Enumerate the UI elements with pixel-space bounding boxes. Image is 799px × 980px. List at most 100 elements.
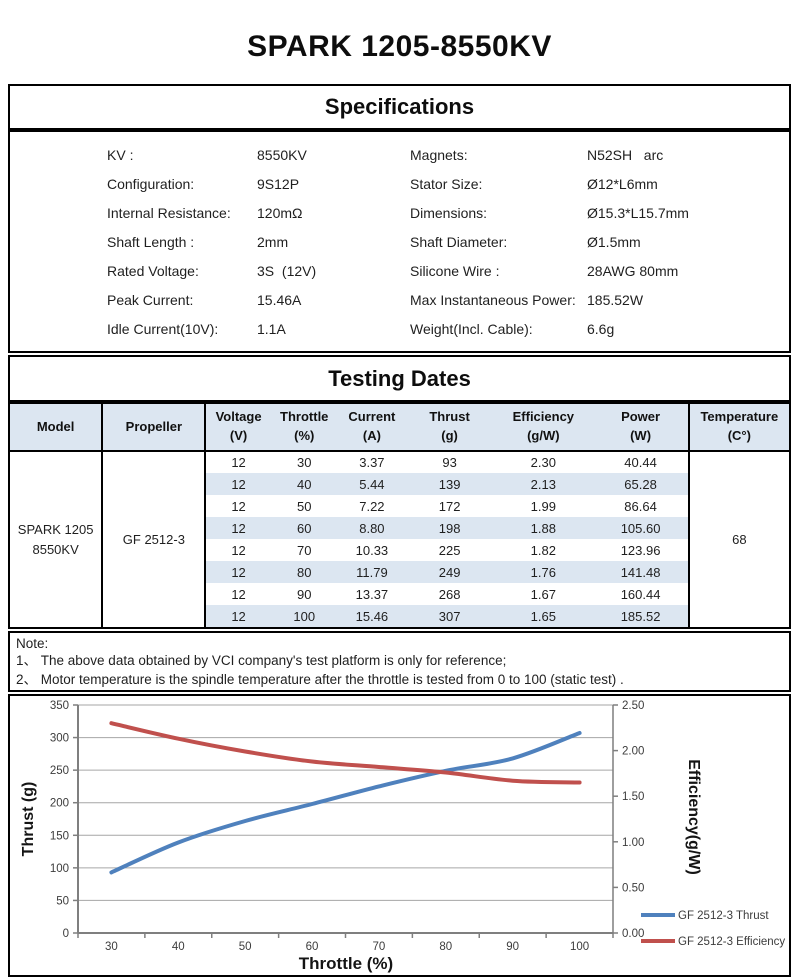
spec-value-left-3: 2mm [257,233,289,250]
left-axis-tick-label: 50 [56,895,69,907]
note-line-2: 2、 Motor temperature is the spindle temp… [16,672,624,688]
testing-title: Testing Dates [328,365,471,391]
testing-section-header: Testing Dates [8,355,791,402]
chart-canvas: 0 50 100 150 200 250 300 350 0.00 0.50 1.00 1.50 2.0… [11,697,788,974]
spec-value-left-6: 1.1A [257,320,286,337]
data-cell: 2.13 [493,473,594,495]
spec-value-right-1: Ø12*L6mm [587,175,658,192]
spec-label-right-2: Dimensions: [410,204,488,221]
data-cell: 12 [231,455,246,470]
right-axis-tick-label: 2.00 [622,746,644,758]
left-axis-tick-label: 200 [50,798,69,810]
data-cell: 12 [205,605,271,627]
specifications-title: Specifications [324,94,475,119]
col-header-voltage: Voltage (V) [205,404,271,452]
spec-label-right-6: Weight(Incl. Cable): [410,320,533,337]
spec-label-left-3: Shaft Length : [107,233,195,250]
data-cell: 86.64 [593,495,690,517]
spec-value-left-2: 120mΩ [257,204,303,221]
x-axis-tick-label: 60 [306,941,319,953]
x-axis-tick-label: 30 [105,941,118,953]
spec-value-right-4: 28AWG 80mm [587,262,679,279]
data-cell: 8.80 [337,517,406,539]
data-cell: 90 [296,586,312,602]
data-cell: 1.76 [493,561,594,583]
specifications-body: KV : 8550KV Magnets: N52SH arc Configuration… [8,130,791,353]
col-header-throttle: Throttle (%) [270,404,338,452]
spec-label-right-3: Shaft Diameter: [410,233,508,250]
x-axis-tick-label: 90 [506,941,519,953]
spec-value-right-3: Ø1.5mm [587,233,641,250]
data-cell: 1.65 [493,605,594,627]
series-line-1 [109,721,582,785]
spec-value-right-2: Ø15.3*L15.7mm [587,204,689,221]
col-header-power: Power (W) [593,404,690,452]
data-cell: 141.48 [593,561,690,583]
spec-label-left-1: Configuration: [107,175,195,192]
data-cell: 13.37 [355,586,389,602]
left-axis-tick-label: 150 [50,830,69,842]
x-axis-tick-label: 40 [172,941,185,953]
right-axis-tick-label: 1.50 [622,791,644,803]
data-cell: 11.79 [337,561,406,583]
col-header-propeller: Propeller [102,404,207,452]
series-line-0 [109,731,582,875]
spec-value-right-0: N52SH arc [587,146,664,163]
left-axis-tick-label: 350 [50,700,69,712]
left-axis-tick-label: 250 [50,765,69,777]
data-cell: 198 [405,517,494,539]
test-table-body: SPARK 1205 8550KV GF 2512-3 12 30 3.37 93 2.30 4… [10,451,789,627]
spec-label-left-0: KV : [107,146,134,163]
right-axis-tick-label: 1.00 [622,837,644,849]
data-cell: 60 [270,517,338,539]
spec-value-right-6: 6.6g [587,320,615,337]
spec-value-left-0: 8550KV [257,146,307,163]
data-cell: 100 [270,605,338,627]
data-cell: 2.30 [530,455,556,470]
spec-grid: KV : 8550KV Magnets: N52SH arc Configuration… [107,140,789,343]
data-cell: 40.44 [593,451,690,473]
thrust-efficiency-chart: 0 50 100 150 200 250 300 350 0.00 0.50 1.00 1.50 2.0… [8,694,791,977]
temperature-cell: 68 [688,451,789,627]
data-cell: 70 [296,542,312,558]
x-axis-title: Throttle (%) [299,954,393,973]
table-row-5: 12 80 11.79 249 1.76 141.48 [10,561,789,583]
data-cell: 15.46 [337,605,406,627]
col-header-temperature: Temperature (C°) [688,404,789,452]
table-row-6: 12 90 13.37 268 1.67 160.44 [10,583,789,605]
spec-label-right-5: Max Instantaneous Power: [410,291,576,308]
data-cell: 105.60 [593,517,690,539]
propeller-cell: GF 2512-3 [102,451,207,627]
data-cell: 30 [296,455,312,470]
right-axis-title: Efficiency(g/W) [685,759,702,875]
data-cell: 40 [270,473,338,495]
spec-value-left-5: 15.46A [257,291,302,308]
page-title: SPARK 1205-8550KV [247,30,552,63]
data-cell: 1.67 [530,586,556,602]
testing-table: Model Propeller Voltage (V) Throttle (%) C… [10,404,789,627]
left-axis-tick-label: 100 [50,863,69,875]
data-cell: 12 [205,517,271,539]
data-cell: 12 [205,473,271,495]
data-cell: 12 [205,561,271,583]
data-cell: 249 [405,561,494,583]
x-axis-tick-label: 100 [570,941,589,953]
right-axis-tick-label: 0.50 [622,882,644,894]
data-cell: 160.44 [593,583,690,605]
data-cell: 123.96 [593,539,690,561]
data-cell: 1.99 [530,498,556,514]
note-line-1: 1、 The above data obtained by VCI compan… [16,653,507,668]
note-title: Note: [16,636,49,651]
note-box: Note: 1、 The above data obtained by VCI … [8,631,791,692]
data-cell: 3.37 [359,455,385,470]
data-cell: 185.52 [593,605,690,627]
legend-label-1: GF 2512-3 Efficiency [678,936,785,948]
data-cell: 1.82 [530,542,556,558]
spec-label-left-2: Internal Resistance: [107,204,231,221]
table-row-2: 12 50 7.22 172 1.99 86.64 [10,495,789,517]
spec-label-left-5: Peak Current: [107,291,194,308]
x-axis-tick-label: 50 [239,941,252,953]
table-row-0: SPARK 1205 8550KV GF 2512-3 12 30 3.37 93 2.30 4… [10,451,789,627]
legend-label-0: GF 2512-3 Thrust [678,910,769,922]
